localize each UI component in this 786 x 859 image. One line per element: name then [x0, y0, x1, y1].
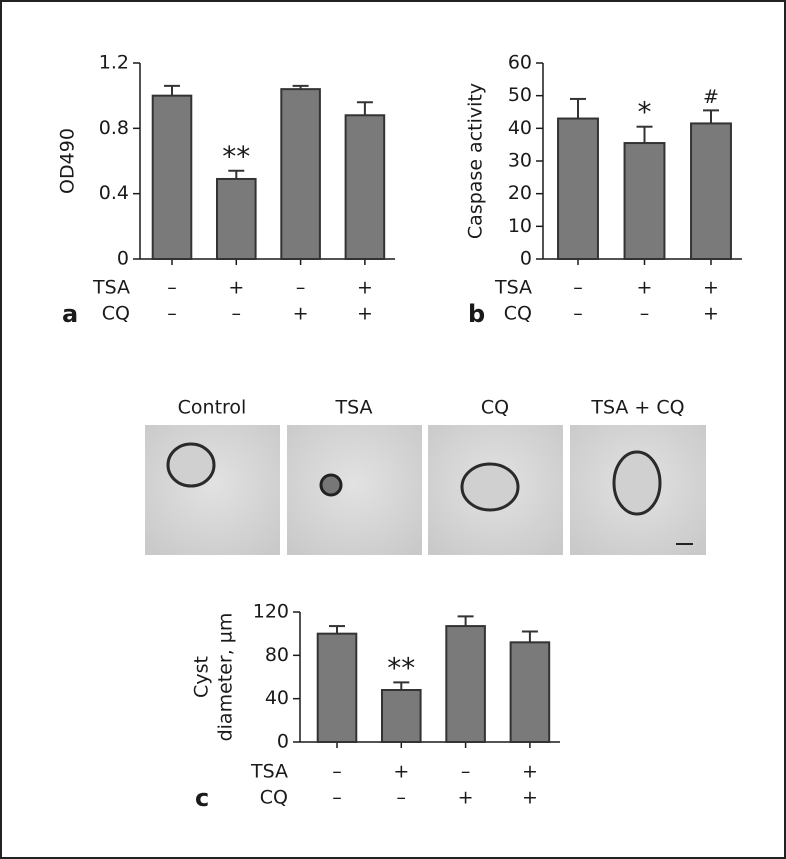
- bar: [316, 632, 358, 744]
- y-axis-label: Cyst: [191, 656, 213, 698]
- treatment-sign: –: [167, 277, 177, 299]
- bar: [445, 625, 486, 743]
- cyst: [319, 473, 343, 497]
- treatment-sign: –: [461, 761, 471, 783]
- y-axis-label: diameter, µm: [215, 613, 237, 742]
- treatment-name: CQ: [102, 303, 130, 325]
- bar: [344, 114, 386, 261]
- treatment-sign: +: [293, 303, 309, 325]
- y-tick-label: 1.2: [99, 52, 129, 74]
- image-label: TSA: [334, 397, 372, 419]
- cyst: [460, 462, 520, 512]
- treatment-sign: +: [522, 761, 538, 783]
- treatment-sign: –: [167, 303, 177, 325]
- image-label: TSA + CQ: [590, 397, 684, 419]
- image-label: CQ: [481, 397, 509, 419]
- significance-label: **: [222, 140, 250, 173]
- micrograph: [145, 425, 280, 555]
- bar: [690, 122, 732, 260]
- y-tick-label: 20: [508, 182, 532, 204]
- treatment-sign: +: [357, 277, 373, 299]
- panel-label: c: [195, 784, 209, 812]
- y-tick-label: 10: [508, 215, 532, 237]
- treatment-sign: –: [332, 761, 342, 783]
- y-tick-label: 80: [265, 644, 289, 666]
- treatment-sign: +: [703, 303, 719, 325]
- y-tick-label: 0: [277, 731, 289, 753]
- treatment-sign: +: [458, 787, 474, 809]
- micrographs: [145, 425, 706, 555]
- y-tick-label: 40: [508, 117, 532, 139]
- treatment-sign: +: [703, 277, 719, 299]
- significance-label: **: [387, 651, 415, 684]
- y-tick-label: 50: [508, 84, 532, 106]
- treatment-name: TSA: [92, 277, 130, 299]
- treatment-name: CQ: [260, 787, 288, 809]
- cyst: [612, 450, 662, 516]
- panel-label: b: [468, 300, 485, 328]
- bar: [509, 641, 551, 743]
- treatment-name: TSA: [250, 761, 288, 783]
- y-tick-label: 30: [508, 150, 532, 172]
- treatment-sign: –: [232, 303, 242, 325]
- micrograph: [287, 425, 422, 555]
- y-tick-label: 120: [253, 601, 289, 623]
- treatment-sign: –: [573, 277, 583, 299]
- treatment-sign: –: [573, 303, 583, 325]
- image-label: Control: [178, 397, 247, 419]
- treatment-sign: –: [397, 787, 407, 809]
- treatment-name: CQ: [504, 303, 532, 325]
- y-tick-label: 0.4: [99, 182, 129, 204]
- y-tick-label: 40: [265, 687, 289, 709]
- bar: [557, 117, 599, 260]
- significance-label: *: [638, 96, 652, 129]
- significance-label: #: [703, 86, 719, 108]
- treatment-sign: –: [640, 303, 650, 325]
- bar: [216, 177, 257, 260]
- treatment-sign: –: [296, 277, 306, 299]
- y-tick-label: 60: [508, 52, 532, 74]
- y-tick-label: 0: [520, 248, 532, 270]
- cyst: [166, 442, 216, 488]
- treatment-sign: +: [357, 303, 373, 325]
- treatment-sign: +: [637, 277, 653, 299]
- bar: [381, 689, 422, 743]
- y-axis-label: Caspase activity: [465, 83, 487, 239]
- bar: [280, 88, 321, 260]
- bar: [623, 142, 666, 261]
- bar: [151, 94, 193, 260]
- treatment-sign: +: [228, 277, 244, 299]
- treatment-sign: –: [332, 787, 342, 809]
- y-tick-label: 0.8: [99, 117, 129, 139]
- y-tick-label: 0: [117, 248, 129, 270]
- panel-label: a: [62, 300, 78, 328]
- treatment-sign: +: [522, 787, 538, 809]
- treatment-sign: +: [393, 761, 409, 783]
- y-axis-label: OD490: [57, 128, 79, 194]
- treatment-name: TSA: [494, 277, 532, 299]
